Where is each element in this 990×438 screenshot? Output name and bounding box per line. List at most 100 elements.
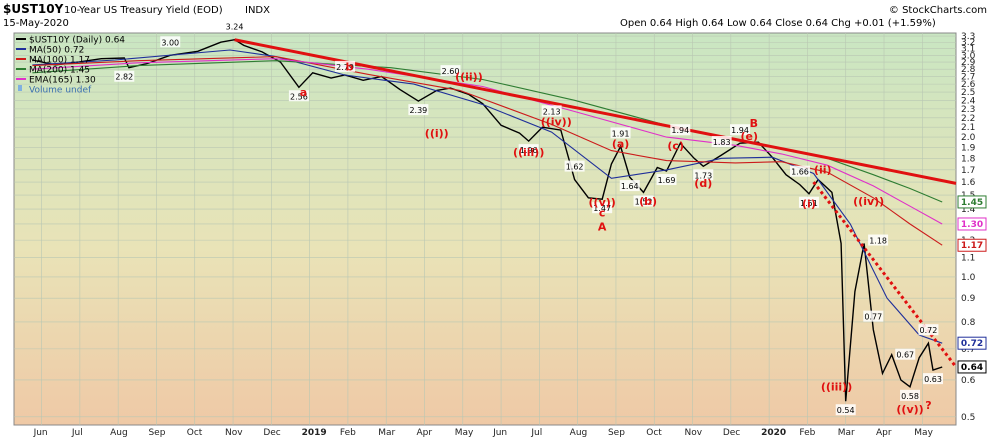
y-tick-label: 3.1 [961,45,975,55]
x-tick-label: Mar [378,428,395,438]
y-tick-label: 1.7 [961,166,975,176]
y-tick-label: 1.0 [961,273,976,283]
plot-area [13,32,957,426]
x-tick-label: Nov [225,428,243,438]
value-label-box [114,70,135,82]
value-label: 2.82 [115,73,133,82]
value-label: 1.62 [566,163,584,172]
series-ma-50- [32,49,943,344]
legend-label: EMA(165) 1.30 [29,76,96,86]
value-label: 0.54 [837,406,855,415]
y-tick-label: 2.7 [961,73,975,83]
value-label: 0.67 [896,351,914,360]
value-label: 1.83 [713,138,731,147]
value-label-box [670,124,691,136]
wave-label: b [346,61,354,74]
x-tick-label: Jun [492,428,507,438]
series--ust10y [32,38,943,402]
right-marker-box [957,195,987,209]
chart-title: 10-Year US Treasury Yield (EOD) [64,5,223,16]
x-tick-label: Mar [838,428,855,438]
value-label: 1.18 [869,237,887,246]
ohlc-readout: Open 0.64 High 0.64 Low 0.64 Close 0.64 … [620,18,936,29]
x-tick-label: Feb [799,428,815,438]
value-label: 1.64 [621,182,639,191]
value-label: 3.24 [226,23,244,32]
value-label-box [440,65,461,77]
value-label-box [592,202,613,214]
value-label: 1.51 [800,199,818,208]
wave-label: (i) [802,198,816,211]
x-tick-label: Aug [110,428,128,438]
value-label-box [541,105,562,117]
y-tick-label: 2.3 [961,105,975,115]
value-label: 1.66 [791,168,809,177]
value-label-box [564,160,585,172]
value-label: 1.69 [658,176,676,185]
value-label: 1.96 [520,146,538,155]
wave-label: (d) [694,177,712,190]
wave-label: A [598,220,607,233]
x-tick-label: Nov [685,428,703,438]
wave-label: ((i)) [425,127,449,140]
value-label-box [656,174,677,186]
right-markers: 1.45 1.30 1.17 0.72 0.64 [957,195,987,374]
wave-label: B [750,117,758,130]
wave-label: (ii) [814,163,832,176]
right-marker-box [957,238,987,252]
value-label-box [730,124,751,136]
y-tick-label: 2.5 [961,88,975,98]
wave-label: (b) [639,195,657,208]
value-label: 0.72 [920,326,938,335]
wave-label: ((v)) [896,403,923,416]
value-label: 1.94 [731,126,749,135]
y-tick-label: 2.9 [961,58,976,68]
value-label-box [335,60,356,72]
y-tick-label: 2.1 [961,123,975,133]
y-tick-label: 1.9 [961,143,976,153]
x-tick-label: May [914,428,933,438]
x-tick-label: Jul [530,428,542,438]
value-label-box [518,144,539,156]
x-tick-label: Apr [416,428,432,438]
copyright: © StockCharts.com [889,5,987,16]
wave-label: (c) [667,140,684,153]
series-ma-100- [32,56,943,246]
value-label: 1.47 [593,204,611,213]
y-tick-label: 0.6 [961,376,976,386]
value-label: 2.13 [543,107,561,116]
symbol: $UST10Y [3,2,64,16]
y-tick-label: 1.8 [961,154,976,164]
legend-swatch [18,85,22,91]
right-marker-label: 1.17 [961,241,983,251]
x-tick-label: Dec [723,428,740,438]
value-label-box [610,127,631,139]
value-label: 1.73 [694,171,712,180]
value-label: 2.56 [290,92,308,101]
right-marker-label: 0.64 [961,363,983,373]
legend-label: $UST10Y (Daily) 0.64 [29,36,125,46]
wave-label: (a) [612,137,629,150]
y-tick-label: 3.3 [961,32,975,42]
x-tick-label: Aug [570,428,588,438]
y-tick-label: 3.0 [961,51,976,61]
y-tick-label: 1.4 [961,205,976,215]
right-marker-label: 0.72 [961,339,983,349]
legend-label: MA(50) 0.72 [29,46,84,56]
y-tick-label: 0.5 [961,413,975,423]
legend-label: MA(200) 1.45 [29,66,90,76]
y-tick-label: 2.2 [961,114,975,124]
value-label: 1.91 [612,129,630,138]
x-tick-label: Feb [340,428,356,438]
legend-label: Volume undef [29,86,92,96]
series-layer [32,38,943,402]
value-label: 0.63 [924,375,942,384]
y-tick-label: 2.8 [961,65,976,75]
y-tick-label: 0.7 [961,345,975,355]
series-ema-165- [32,58,943,225]
y-axis: 3.33.23.13.02.92.82.72.62.52.42.32.22.12… [961,32,976,423]
x-tick-label: May [455,428,474,438]
value-label-box [900,389,921,401]
right-marker-box [957,217,987,231]
